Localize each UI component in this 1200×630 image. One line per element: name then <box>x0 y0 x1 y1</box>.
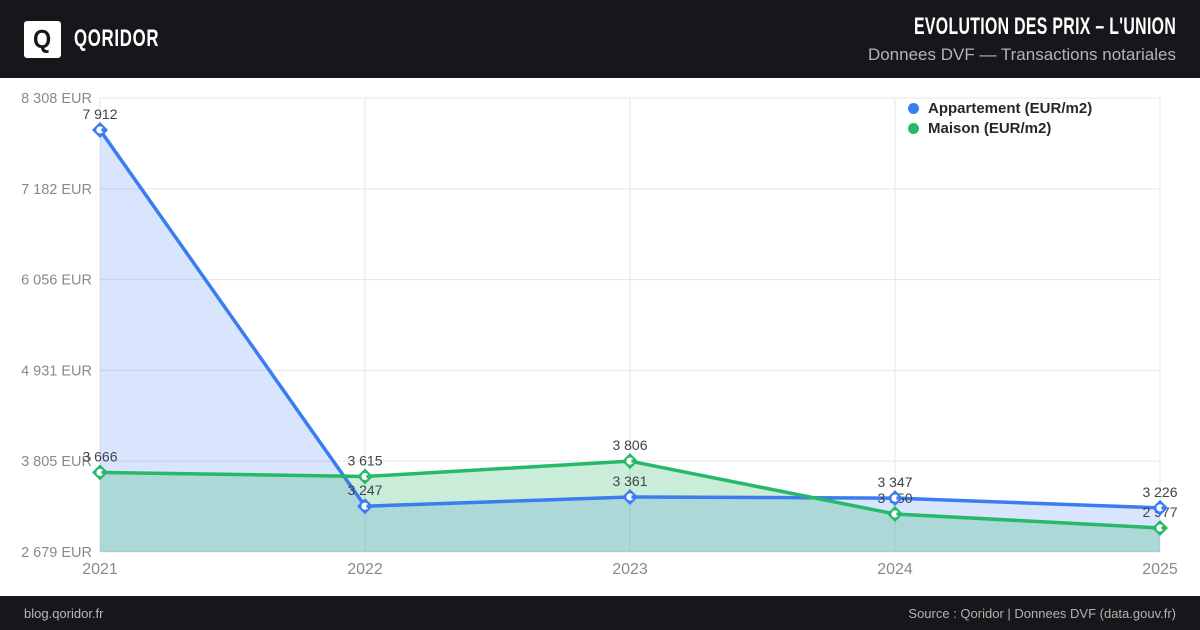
brand-wrap: Q QORIDOR <box>24 20 196 58</box>
page-subtitle: Donnees DVF — Transactions notariales <box>867 45 1176 64</box>
svg-text:3 806: 3 806 <box>612 437 647 453</box>
svg-text:6 056 EUR: 6 056 EUR <box>21 273 92 289</box>
legend-item-maison: Maison (EUR/m2) <box>908 118 1092 138</box>
chart-area: 2021 2022 2023 2024 2025 2 679 EUR 3 805 EUR 4 … <box>0 78 1200 596</box>
chart-legend: Appartement (EUR/m2) Maison (EUR/m2) <box>908 98 1092 138</box>
svg-text:2025: 2025 <box>1142 561 1178 578</box>
logo-letter: Q <box>33 24 52 54</box>
header: Q QORIDOR EVOLUTION DES PRIX – L'UNION D… <box>0 0 1200 78</box>
svg-text:4 931 EUR: 4 931 EUR <box>21 363 92 379</box>
footer: blog.qoridor.fr Source : Qoridor | Donne… <box>0 596 1200 630</box>
legend-item-appartement: Appartement (EUR/m2) <box>908 98 1092 118</box>
header-titles: EVOLUTION DES PRIX – L'UNION Donnees DVF… <box>779 13 1176 65</box>
maison-series-dot-icon <box>908 122 919 134</box>
svg-text:8 308 EUR: 8 308 EUR <box>21 91 92 107</box>
svg-text:2024: 2024 <box>877 561 913 578</box>
legend-label-maison: Maison (EUR/m2) <box>928 119 1052 137</box>
brand-name: QORIDOR <box>74 25 160 52</box>
price-evolution-chart: 2021 2022 2023 2024 2025 2 679 EUR 3 805 EUR 4 … <box>21 91 1178 578</box>
svg-text:2023: 2023 <box>612 561 648 578</box>
appartement-series-dot-icon <box>908 102 919 114</box>
svg-text:3 666: 3 666 <box>82 448 117 464</box>
svg-text:3 247: 3 247 <box>347 482 382 498</box>
page-title: EVOLUTION DES PRIX – L'UNION <box>913 13 1176 40</box>
footer-site-url: blog.qoridor.fr <box>24 605 104 621</box>
svg-text:2022: 2022 <box>347 561 383 578</box>
svg-text:3 805 EUR: 3 805 EUR <box>21 454 92 470</box>
svg-text:3 347: 3 347 <box>877 474 912 490</box>
legend-label-appartement: Appartement (EUR/m2) <box>928 99 1093 117</box>
footer-source-credit: Source : Qoridor | Donnees DVF (data.gou… <box>908 605 1176 621</box>
svg-text:7 182 EUR: 7 182 EUR <box>21 182 92 198</box>
svg-text:3 361: 3 361 <box>612 473 647 489</box>
qoridor-logo: Q <box>24 20 61 58</box>
svg-text:3 615: 3 615 <box>347 453 382 469</box>
svg-text:7 912: 7 912 <box>82 106 117 122</box>
svg-text:2021: 2021 <box>82 561 118 578</box>
svg-text:3 226: 3 226 <box>1142 484 1177 500</box>
svg-text:2 679 EUR: 2 679 EUR <box>21 545 92 561</box>
